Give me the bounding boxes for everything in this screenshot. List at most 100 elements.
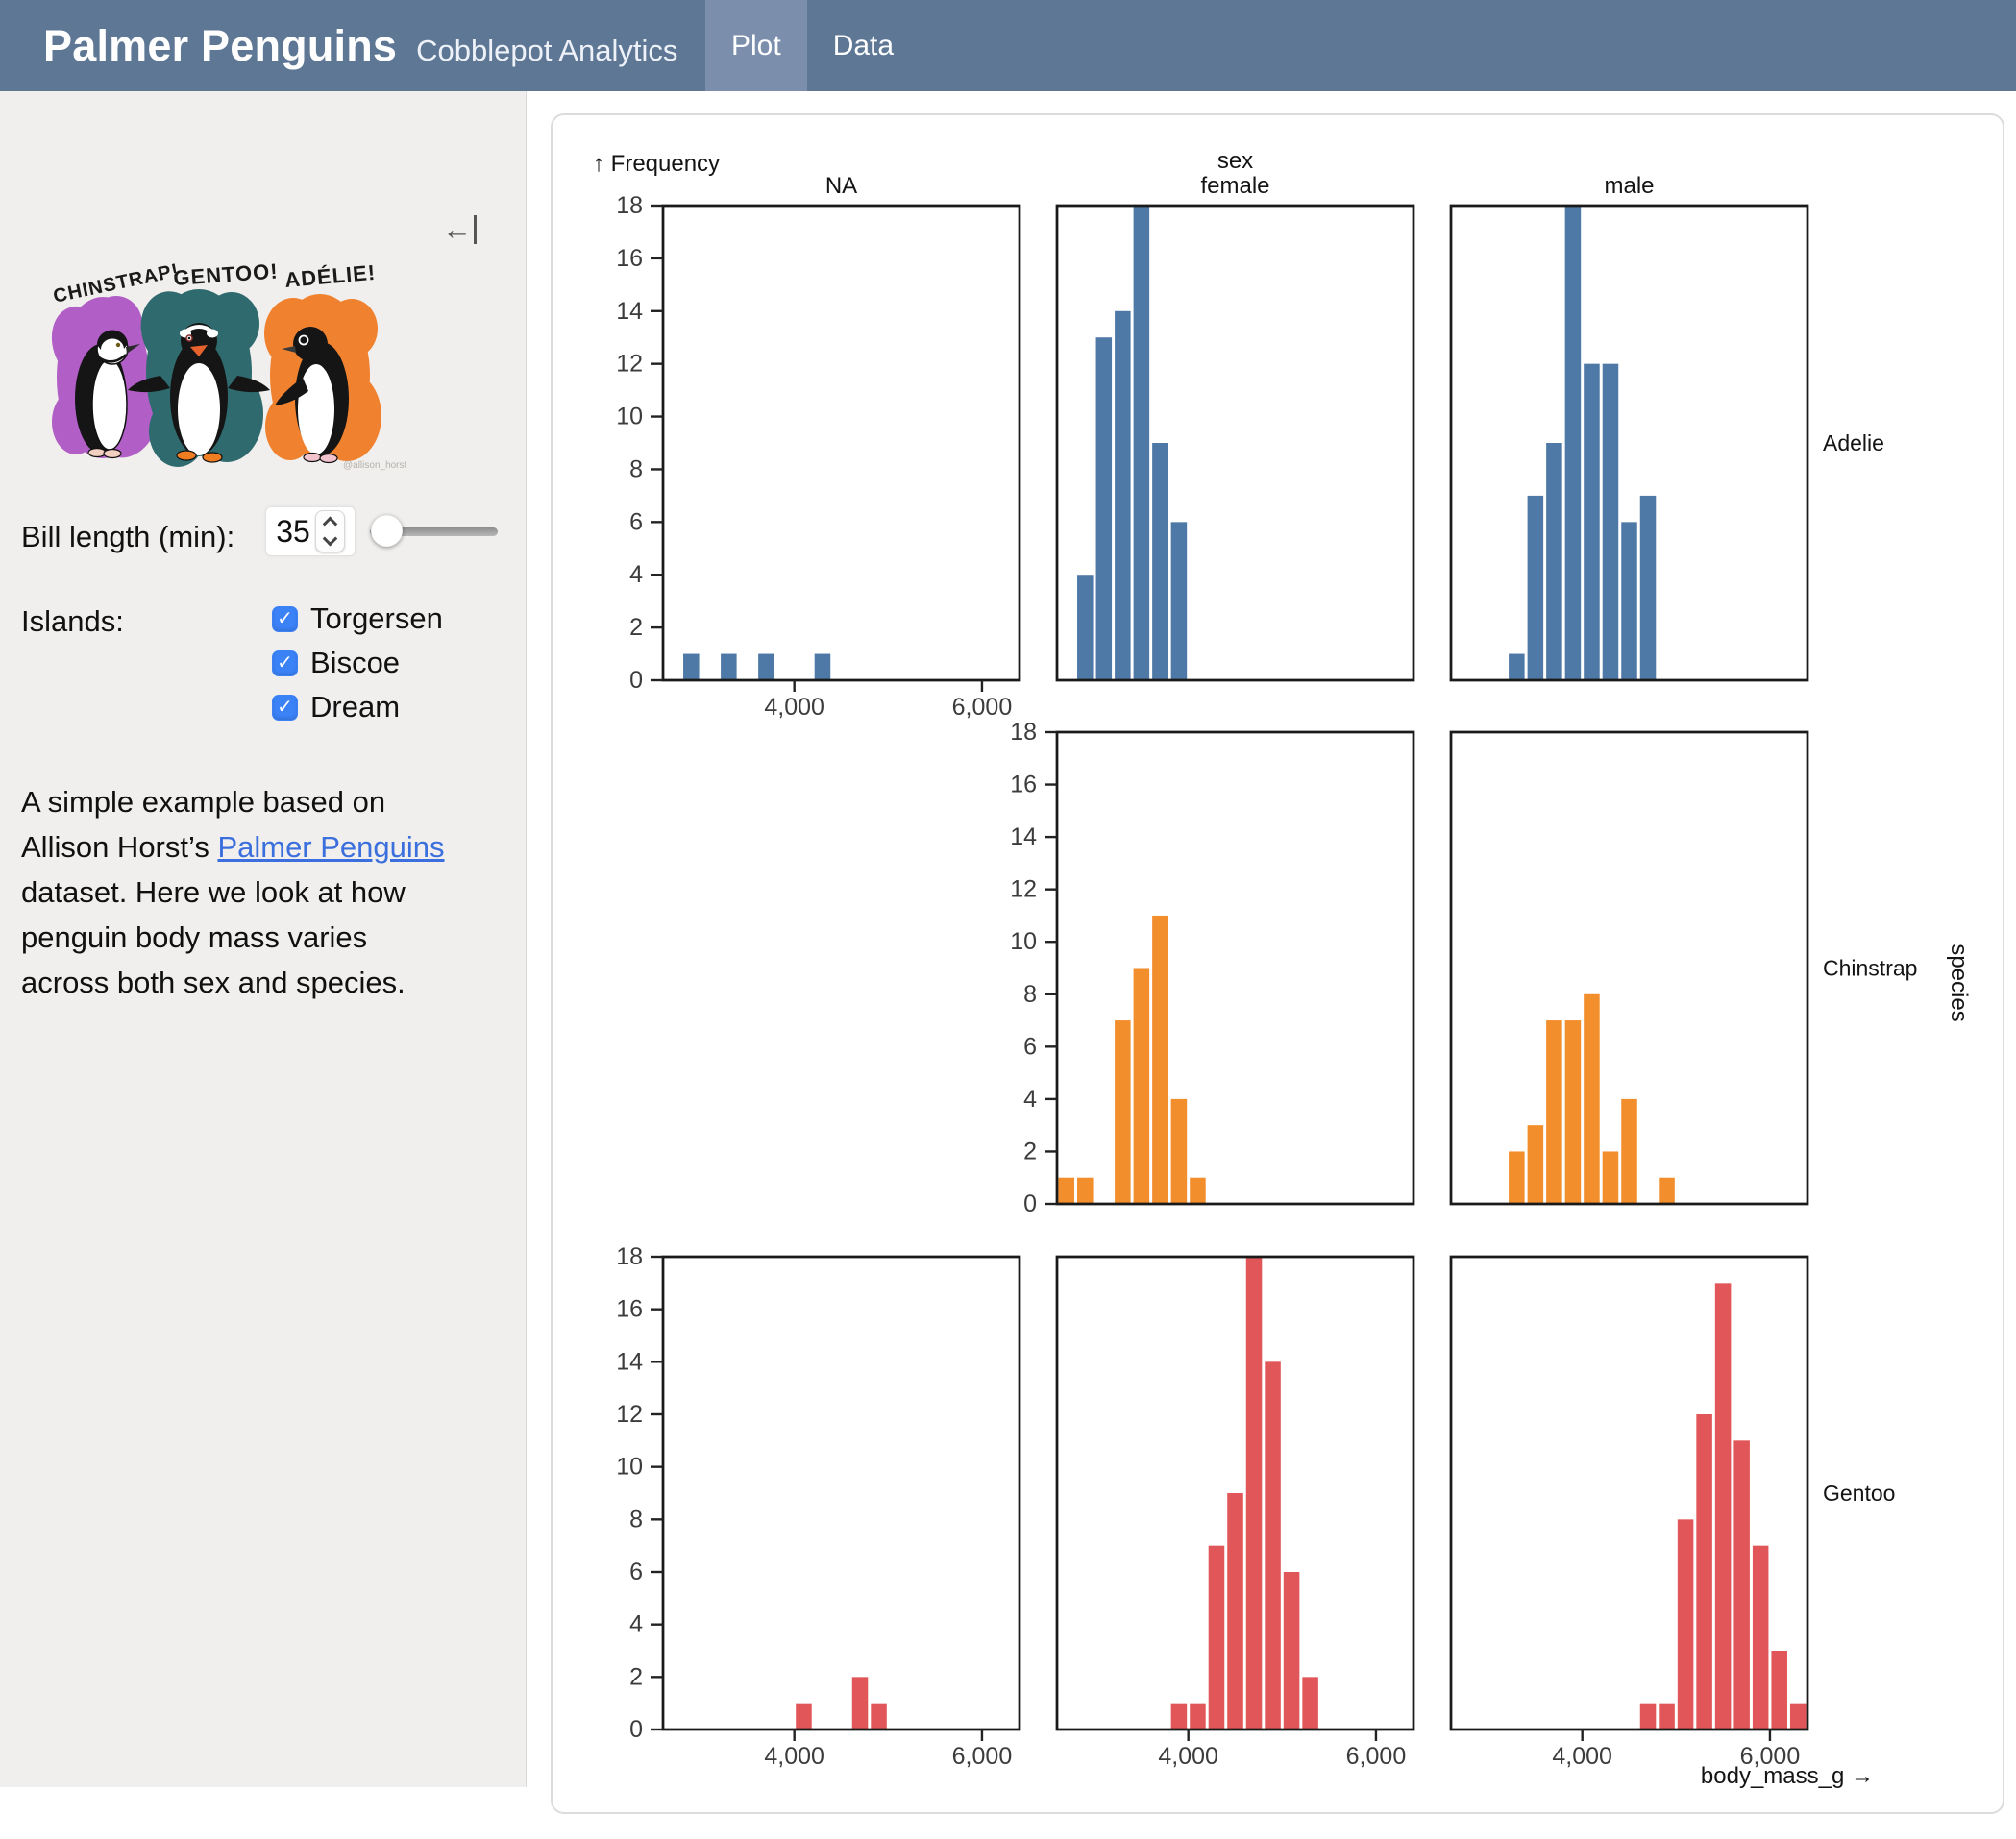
y-tick-label: 6 xyxy=(629,1558,643,1585)
bill-length-slider[interactable] xyxy=(370,515,498,548)
histogram-bar-chinstrap-3500 xyxy=(1527,1125,1544,1204)
y-tick-label: 4 xyxy=(629,1611,643,1638)
histogram-bar-gentoo-6300 xyxy=(1789,1703,1807,1729)
y-tick-label: 2 xyxy=(629,1663,643,1690)
stepper-down-icon[interactable] xyxy=(316,530,344,552)
histogram-bar-gentoo-5100 xyxy=(1677,1519,1694,1729)
y-tick-label: 18 xyxy=(616,192,643,219)
facet-histogram-plot: ↑ Frequency NA female male sex Adelie Chinstra… xyxy=(593,148,1972,1789)
y-tick-label: 14 xyxy=(616,1348,643,1375)
histogram-bar-adelie-3300 xyxy=(721,653,737,680)
y-tick-label: 8 xyxy=(629,1506,643,1532)
facet-column-title: female xyxy=(1200,173,1269,199)
island-checkbox-biscoe[interactable]: ✓ Biscoe xyxy=(272,641,443,685)
histogram-bar-gentoo-5700 xyxy=(1733,1440,1750,1729)
histogram-bar-gentoo-4900 xyxy=(1265,1361,1281,1729)
histogram-bar-gentoo-4300 xyxy=(1208,1545,1225,1729)
stepper-up-icon[interactable] xyxy=(316,511,344,532)
y-tick-label: 0 xyxy=(1023,1190,1037,1217)
histogram-bar-adelie-3300 xyxy=(1115,310,1131,680)
facet-frame-gentoo-na xyxy=(661,1255,1021,1731)
facet-row-title: Adelie xyxy=(1823,430,1884,455)
header-bar: Palmer Penguins Cobblepot Analytics Plot… xyxy=(0,0,2016,91)
histogram-bar-chinstrap-4500 xyxy=(1621,1098,1637,1204)
x-tick-label: 4,000 xyxy=(764,1743,824,1770)
facet-row-title: Chinstrap xyxy=(1823,956,1917,981)
slider-thumb[interactable] xyxy=(371,515,403,547)
histogram-bar-adelie-4100 xyxy=(1584,363,1600,680)
histogram-bar-gentoo-4900 xyxy=(1659,1703,1675,1729)
y-tick-label: 16 xyxy=(616,1296,643,1323)
y-tick-label: 6 xyxy=(629,508,643,535)
histogram-bar-gentoo-5100 xyxy=(1283,1572,1300,1729)
y-tick-label: 12 xyxy=(616,351,643,378)
y-tick-label: 18 xyxy=(616,1243,643,1270)
check-icon: ✓ xyxy=(277,697,293,718)
y-axis-title: ↑ Frequency xyxy=(593,151,720,177)
facet-frame-adelie-na xyxy=(661,204,1021,682)
y-tick-label: 10 xyxy=(616,1454,643,1481)
histogram-bar-adelie-3700 xyxy=(758,653,774,680)
island-checkbox-torgersen[interactable]: ✓ Torgersen xyxy=(272,597,443,641)
y-tick-label: 14 xyxy=(616,298,643,325)
facet-frame-gentoo-female xyxy=(1055,1255,1415,1731)
facet-frame-adelie-female xyxy=(1055,204,1415,682)
histogram-bar-gentoo-4100 xyxy=(796,1703,812,1729)
sidebar-description: A simple example based on Allison Horst’… xyxy=(21,785,445,999)
histogram-bar-adelie-4700 xyxy=(1639,495,1657,680)
checkbox-icon: ✓ xyxy=(272,650,298,676)
bill-length-input[interactable] xyxy=(271,513,315,550)
histogram-bar-adelie-2900 xyxy=(683,653,700,680)
sidebar: ← xyxy=(0,91,527,1787)
x-tick-label: 4,000 xyxy=(1158,1743,1218,1770)
y-tick-label: 0 xyxy=(629,667,643,694)
y-tick-label: 0 xyxy=(629,1716,643,1743)
histogram-bar-chinstrap-4100 xyxy=(1190,1177,1206,1204)
histogram-bar-gentoo-3900 xyxy=(1170,1703,1188,1729)
islands-checkbox-group: ✓ Torgersen ✓ Biscoe ✓ Dream xyxy=(272,597,443,729)
facet-frame-chinstrap-female xyxy=(1055,730,1415,1206)
histogram-bar-gentoo-5500 xyxy=(1714,1283,1732,1729)
y-tick-label: 12 xyxy=(1010,876,1037,903)
island-checkbox-dream[interactable]: ✓ Dream xyxy=(272,685,443,729)
left-arrow-icon: ← xyxy=(442,212,472,246)
y-tick-label: 10 xyxy=(616,404,643,430)
histogram-bar-adelie-3500 xyxy=(1133,206,1150,680)
histogram-bar-gentoo-4700 xyxy=(1245,1257,1263,1729)
histogram-bar-gentoo-4700 xyxy=(1639,1703,1657,1729)
histogram-bar-adelie-4500 xyxy=(1621,522,1637,680)
y-tick-label: 18 xyxy=(1010,719,1037,746)
bill-length-stepper[interactable] xyxy=(315,510,345,552)
sidebar-collapse-icon[interactable]: ← xyxy=(442,214,477,244)
histogram-bar-adelie-3300 xyxy=(1509,653,1525,680)
facet-column-title: NA xyxy=(825,173,857,199)
slider-track[interactable] xyxy=(370,527,498,536)
y-tick-label: 16 xyxy=(616,245,643,272)
facet-frame-gentoo-male xyxy=(1449,1255,1809,1731)
histogram-bar-chinstrap-3900 xyxy=(1564,1020,1582,1204)
nav-tabs: Plot Data xyxy=(705,0,920,91)
x-tick-label: 4,000 xyxy=(1552,1743,1612,1770)
facet-frame-chinstrap-male xyxy=(1449,730,1809,1206)
histogram-bar-adelie-3100 xyxy=(1095,337,1113,680)
checkbox-icon: ✓ xyxy=(272,605,298,632)
histogram-bar-adelie-2900 xyxy=(1077,575,1094,680)
facet-row-title: Gentoo xyxy=(1823,1481,1895,1506)
histogram-bar-adelie-4300 xyxy=(814,653,831,680)
histogram-bar-gentoo-4100 xyxy=(1190,1703,1206,1729)
tab-plot[interactable]: Plot xyxy=(705,0,807,91)
penguins-artwork: CHINSTRAP! GENTOO! ADÉLIE! @allison_hors… xyxy=(51,258,406,471)
adelie-penguin xyxy=(275,327,349,464)
histogram-bar-chinstrap-3300 xyxy=(1115,1020,1131,1204)
histogram-bar-chinstrap-2900 xyxy=(1077,1177,1094,1204)
y-tick-label: 4 xyxy=(1023,1086,1037,1113)
histogram-bar-chinstrap-3500 xyxy=(1133,968,1150,1204)
x-tick-label: 6,000 xyxy=(952,694,1013,721)
palmer-penguins-link[interactable]: Palmer Penguins xyxy=(217,830,445,864)
gentoo-penguin xyxy=(128,323,270,463)
x-tick-label: 6,000 xyxy=(952,1743,1013,1770)
adelie-label: ADÉLIE! xyxy=(283,260,377,292)
tab-data[interactable]: Data xyxy=(832,29,895,61)
x-tick-label: 4,000 xyxy=(764,694,824,721)
histogram-bar-adelie-3900 xyxy=(1170,522,1188,680)
